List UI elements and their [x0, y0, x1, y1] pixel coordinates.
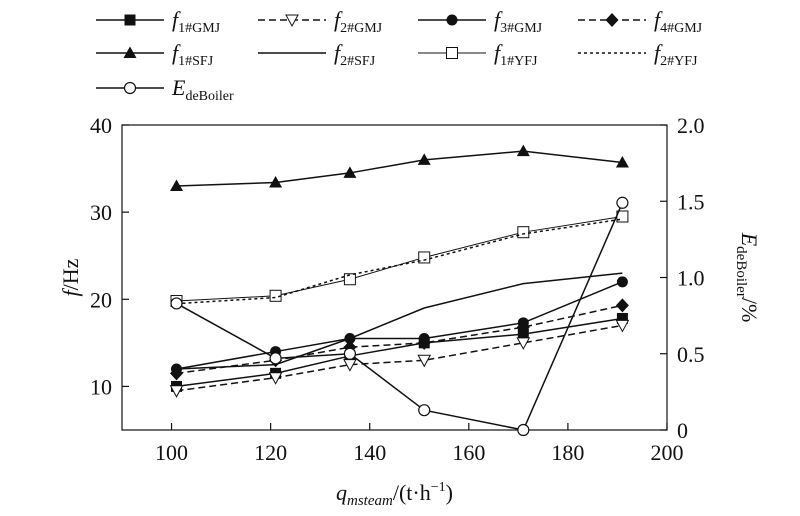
series-f1GMJ: [171, 312, 628, 392]
legend: f1#GMJ f2#GMJ f3#GMJ f4#GMJ f1#SFJ f2#SFJ f1#Y…: [96, 7, 703, 104]
y2-axis-label: EdeBoiler/%: [733, 232, 762, 323]
y-tick-label: 30: [90, 200, 112, 225]
data-point: [269, 289, 282, 302]
data-point: [418, 404, 431, 417]
y2-tick-label: 1.5: [677, 189, 705, 214]
legend-item-f2SFJ: f2#SFJ: [258, 40, 376, 69]
series-f2GMJ: [169, 319, 630, 398]
y-tick-label: 40: [90, 113, 112, 138]
legend-label: f2#YFJ: [654, 40, 698, 69]
legend-label: f4#GMJ: [654, 7, 703, 36]
data-point: [616, 196, 629, 209]
data-point: [446, 14, 458, 26]
legend-item-f1YFJ: f1#YFJ: [418, 40, 538, 69]
x-axis-ticks: 100 120 140 160 180 200: [155, 423, 684, 465]
series-line: [176, 281, 623, 370]
data-point: [446, 47, 458, 59]
data-point: [417, 153, 431, 165]
x-tick-label: 120: [254, 440, 287, 465]
data-point: [285, 14, 299, 28]
x-tick-label: 180: [551, 440, 584, 465]
data-point: [170, 366, 183, 381]
data-point: [516, 337, 531, 350]
data-point: [516, 144, 530, 157]
data-point: [269, 352, 282, 365]
data-point: [616, 276, 628, 288]
legend-label: f1#SFJ: [172, 40, 214, 69]
data-point: [268, 372, 283, 385]
series-line: [176, 202, 624, 431]
legend-item-f1GMJ: f1#GMJ: [96, 7, 221, 36]
series-f1YFJ: [170, 210, 629, 308]
legend-item-f2YFJ: f2#YFJ: [578, 40, 698, 69]
data-point: [417, 335, 431, 350]
legend-item-f4GMJ: f4#GMJ: [578, 7, 703, 36]
data-point: [615, 298, 629, 313]
data-point: [616, 312, 628, 324]
data-point: [124, 14, 136, 26]
data-point: [605, 13, 619, 27]
series-line: [176, 218, 623, 305]
data-point: [169, 385, 184, 398]
legend-item-f1SFJ: f1#SFJ: [96, 40, 214, 69]
y2-tick-label: 2.0: [677, 113, 705, 138]
series-line: [176, 272, 623, 370]
y-tick-label: 20: [90, 287, 112, 312]
data-point: [615, 319, 630, 333]
series-EdeBoiler: [170, 196, 629, 437]
y2-tick-label: 1.0: [677, 266, 705, 291]
series-line: [176, 317, 623, 388]
series-f4GMJ: [170, 298, 629, 381]
legend-item-f2GMJ: f2#GMJ: [258, 7, 383, 36]
legend-label: f2#SFJ: [334, 40, 376, 69]
y-axis-label: f/Hz: [58, 258, 83, 296]
data-point: [343, 166, 357, 178]
x-tick-label: 160: [452, 440, 485, 465]
series-f2SFJ: [176, 272, 623, 370]
data-point: [269, 176, 283, 188]
series-line: [176, 150, 623, 187]
data-point: [516, 320, 530, 335]
legend-label: f1#YFJ: [494, 40, 538, 69]
legend-label: f2#GMJ: [334, 7, 383, 36]
data-point: [417, 354, 432, 368]
data-point: [170, 297, 183, 310]
series-line: [176, 216, 623, 302]
series-line: [176, 324, 623, 392]
series-line: [176, 304, 623, 375]
data-point: [418, 251, 431, 264]
data-point: [123, 81, 137, 95]
x-axis-label: qmsteam/(t·h−1): [336, 480, 453, 509]
y2-tick-label: 0.5: [677, 342, 705, 367]
y2-tick-label: 0: [677, 418, 688, 443]
data-point: [170, 179, 183, 191]
x-tick-label: 140: [353, 440, 386, 465]
legend-label: EdeBoiler: [171, 75, 234, 104]
y2-axis-ticks: 0 0.5 1.0 1.5 2.0: [660, 113, 705, 443]
data-point: [615, 155, 629, 168]
legend-item-f3GMJ: f3#GMJ: [418, 7, 543, 36]
series-f1SFJ: [170, 144, 629, 191]
x-tick-label: 200: [651, 440, 684, 465]
axes: 100 120 140 160 180 200 10 20 30 40 0 0.5 1.0 1.5 2.…: [90, 113, 705, 465]
data-point: [123, 46, 137, 58]
data-point: [343, 273, 356, 286]
data-point: [517, 226, 530, 239]
legend-label: f1#GMJ: [172, 7, 221, 36]
data-point: [517, 423, 530, 437]
y-tick-label: 10: [90, 374, 112, 399]
legend-item-EdeBoiler: EdeBoiler: [96, 75, 234, 104]
series-f2YFJ: [176, 218, 623, 305]
legend-label: f3#GMJ: [494, 7, 543, 36]
series-f3GMJ: [171, 276, 628, 375]
y-axis-ticks: 10 20 30 40: [90, 113, 129, 399]
data-point: [343, 347, 357, 360]
series-layer: [169, 144, 630, 437]
x-tick-label: 100: [155, 440, 188, 465]
